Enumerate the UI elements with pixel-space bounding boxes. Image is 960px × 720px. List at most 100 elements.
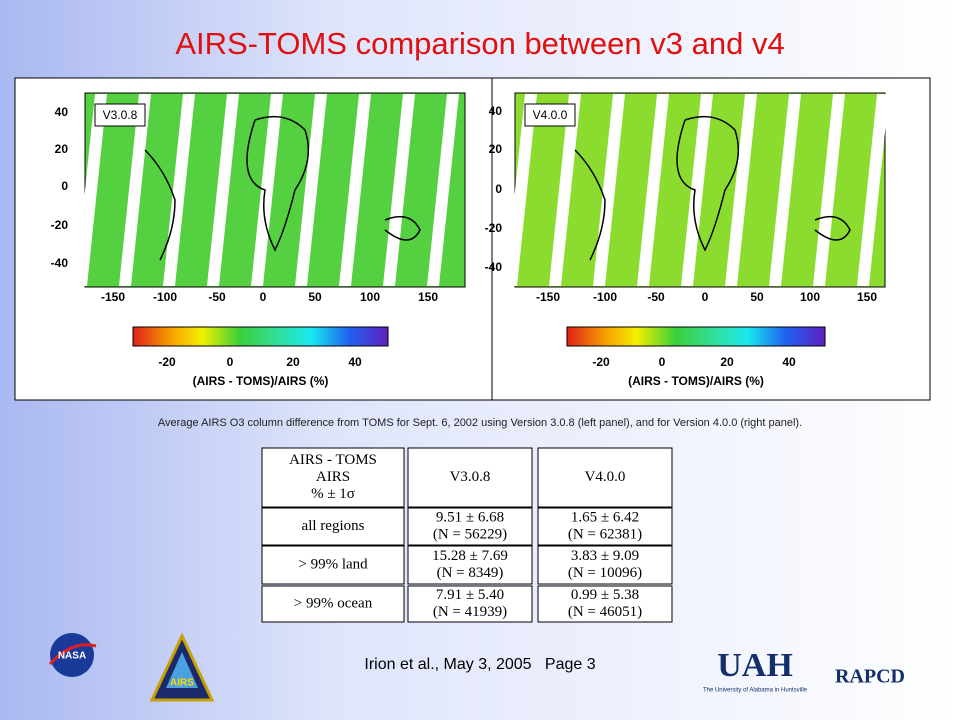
table-cell-text: 7.91 ± 5.40 [436, 587, 504, 603]
colorbar-tick-label: 40 [348, 355, 362, 369]
y-tick-label: -20 [51, 218, 69, 232]
coastline [144, 115, 421, 261]
y-tick-label: 20 [489, 142, 503, 156]
table-cell [261, 545, 405, 585]
title: AIRS-TOMS comparison between v3 and v4 [175, 26, 784, 61]
data-gap-swath [427, 94, 459, 286]
table-cell-text: 9.51 ± 6.68 [436, 509, 504, 525]
data-gap-swath [251, 94, 283, 286]
table-cell [407, 447, 533, 508]
y-tick-label: 40 [55, 105, 69, 119]
y-tick-label: -40 [51, 256, 69, 270]
table-cell-text: % ± 1σ [311, 486, 355, 502]
panel-label: V4.0.0 [533, 108, 568, 122]
panel-label: V3.0.8 [103, 108, 138, 122]
footer: Irion et al., May 3, 2005 Page 3 [364, 656, 595, 673]
panel-label-box [524, 103, 576, 127]
x-tick-label: 0 [702, 290, 709, 304]
coastline [574, 115, 851, 261]
table-cell [537, 585, 673, 623]
table-cell [261, 507, 405, 546]
airs-logo: AIRS [149, 632, 215, 702]
nasa-text: NASA [58, 651, 86, 662]
colorbar-tick-label: 20 [720, 355, 734, 369]
table-cell [261, 447, 405, 508]
colorbar-tick-label: 20 [286, 355, 300, 369]
x-tick-label: 100 [800, 290, 820, 304]
table-cell [537, 507, 673, 546]
data-gap-swath [119, 94, 151, 286]
x-tick-label: -50 [208, 290, 226, 304]
table-cell-text: 15.28 ± 7.69 [432, 548, 508, 564]
colorbar-tick-label: 0 [659, 355, 666, 369]
x-tick-label: -150 [536, 290, 560, 304]
y-tick-label: -20 [485, 221, 503, 235]
table-cell-text: (N = 10096) [568, 565, 642, 581]
y-tick-label: 0 [495, 182, 502, 196]
y-tick-label: -40 [485, 260, 503, 274]
table-cell-text: (N = 46051) [568, 604, 642, 620]
table-cell-text: 0.99 ± 5.38 [571, 587, 639, 603]
x-tick-label: -100 [153, 290, 177, 304]
table-cell-text: (N = 41939) [433, 604, 507, 620]
table-cell-text: V4.0.0 [585, 469, 626, 485]
x-tick-label: -150 [101, 290, 125, 304]
colorbar [132, 326, 389, 347]
y-tick-label: 0 [61, 179, 68, 193]
x-tick-label: -100 [593, 290, 617, 304]
caption: Average AIRS O3 column difference from T… [158, 417, 802, 429]
rapcd-text: RAPCD [835, 666, 905, 688]
colorbar-tick-label: -20 [592, 355, 610, 369]
table-cell-text: 1.65 ± 6.42 [571, 509, 639, 525]
data-gap-swath [593, 94, 625, 286]
table-cell [537, 545, 673, 585]
colorbar-label: (AIRS - TOMS)/AIRS (%) [628, 374, 764, 388]
data-gap-swath [75, 94, 107, 286]
table-cell [407, 545, 533, 585]
data-gap-swath [857, 94, 889, 286]
table-cell-text: > 99% ocean [294, 595, 373, 611]
data-gap-swath [207, 94, 239, 286]
data-gap-swath [339, 94, 371, 286]
y-tick-label: 20 [55, 142, 69, 156]
data-gap-swath [681, 94, 713, 286]
table-cell-text: AIRS [316, 469, 350, 485]
table-cell-text: all regions [302, 518, 365, 534]
data-gap-swath [163, 94, 195, 286]
data-gap-swath [295, 94, 327, 286]
table-cell [407, 507, 533, 546]
data-gap-swath [725, 94, 757, 286]
x-tick-label: 50 [308, 290, 322, 304]
x-tick-label: 0 [260, 290, 267, 304]
data-gap-swath [813, 94, 845, 286]
data-gap-swath [383, 94, 415, 286]
table-cell-text: (N = 56229) [433, 526, 507, 542]
table-cell [261, 585, 405, 623]
uah-text: UAH [717, 647, 793, 684]
x-tick-label: 100 [360, 290, 380, 304]
table-cell-text: (N = 8349) [437, 565, 504, 581]
table-cell-text: V3.0.8 [450, 469, 491, 485]
panel-label-box [94, 103, 146, 127]
colorbar-tick-label: -20 [158, 355, 176, 369]
table-cell-text: > 99% land [298, 556, 368, 572]
x-tick-label: 50 [750, 290, 764, 304]
data-gap-swath [637, 94, 669, 286]
nasa-logo: NASA [48, 633, 97, 677]
data-gap-swath [549, 94, 581, 286]
x-tick-label: -50 [647, 290, 665, 304]
x-tick-label: 150 [857, 290, 877, 304]
data-gap-swath [769, 94, 801, 286]
colorbar-tick-label: 0 [227, 355, 234, 369]
table-cell [537, 447, 673, 508]
table-cell [407, 585, 533, 623]
table-cell-text: 3.83 ± 9.09 [571, 548, 639, 564]
table-cell-text: AIRS - TOMS [289, 452, 377, 468]
colorbar-label: (AIRS - TOMS)/AIRS (%) [193, 374, 329, 388]
data-gap-swath [505, 94, 537, 286]
colorbar [566, 326, 826, 347]
uah-subtitle: The University of Alabama in Huntsville [703, 688, 808, 694]
y-tick-label: 40 [489, 104, 503, 118]
